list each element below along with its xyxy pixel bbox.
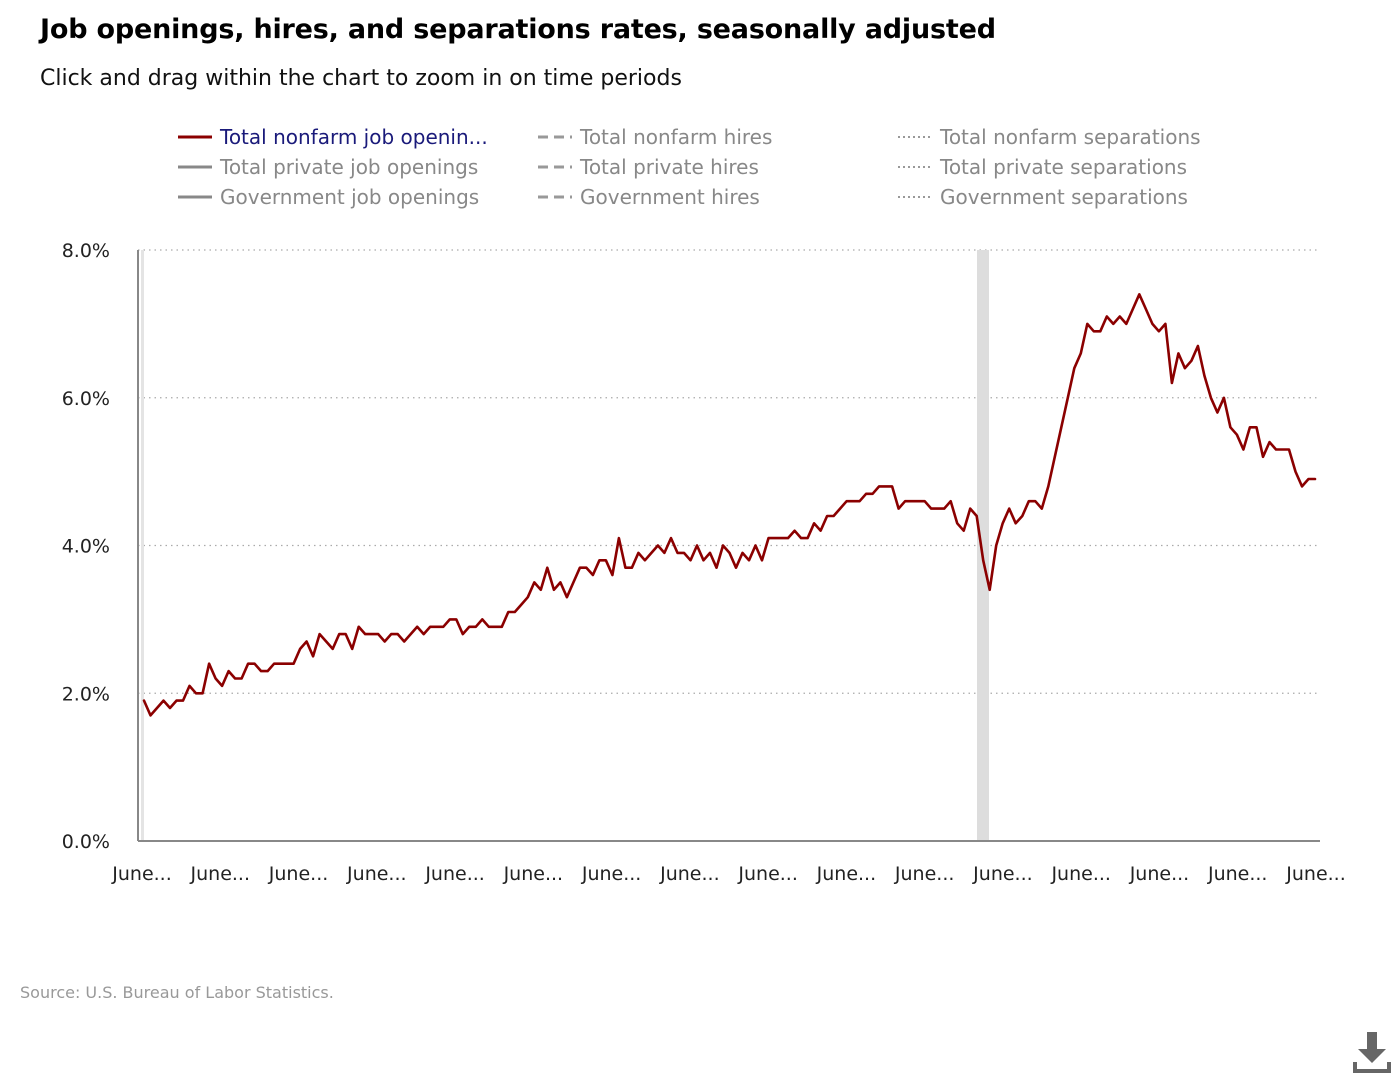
gridlines — [138, 249, 1320, 694]
legend-item-5[interactable]: Total private hires — [538, 154, 759, 180]
legend-item-2[interactable]: Total nonfarm hires — [538, 124, 772, 150]
legend-label: Total private job openings — [220, 155, 479, 179]
chart-title: Job openings, hires, and separations rat… — [40, 14, 996, 45]
recession-shading — [141, 250, 989, 841]
x-axis-ticks: June... June... June... June... June... June.… — [111, 863, 1346, 885]
x-tick-label: June... — [1050, 863, 1111, 885]
x-tick-label: June... — [816, 863, 877, 885]
x-tick-label: June... — [1129, 863, 1190, 885]
x-tick-label: June... — [268, 863, 329, 885]
legend-item-6[interactable]: Total private separations — [898, 154, 1187, 180]
x-tick-label: June... — [111, 863, 172, 885]
series-lines — [142, 293, 1317, 717]
legend-label: Government job openings — [220, 185, 480, 209]
legend-swatch-icon — [178, 195, 212, 199]
legend-label: Total nonfarm job openin... — [220, 125, 488, 149]
legend-swatch-icon — [898, 166, 932, 168]
legend-label: Total private hires — [580, 155, 759, 179]
legend-label: Total nonfarm hires — [580, 125, 773, 149]
x-tick-label: June... — [346, 863, 407, 885]
legend: Total nonfarm job openin... Total nonfarm… — [0, 0, 1400, 220]
x-tick-label: June... — [190, 863, 251, 885]
legend-swatch-icon — [898, 196, 932, 198]
source-note: Source: U.S. Bureau of Labor Statistics. — [20, 983, 334, 1002]
legend-label: Government hires — [580, 185, 760, 209]
chart-subtitle: Click and drag within the chart to zoom … — [40, 66, 682, 91]
x-tick-label: June... — [737, 863, 798, 885]
x-tick-label: June... — [894, 863, 955, 885]
legend-label: Total nonfarm separations — [940, 125, 1201, 149]
y-tick-label: 6.0% — [62, 388, 110, 410]
x-tick-label: June... — [581, 863, 642, 885]
axes — [137, 250, 1320, 842]
x-tick-label: June... — [1207, 863, 1268, 885]
legend-swatch-icon — [178, 135, 212, 139]
recession-band — [141, 250, 144, 841]
legend-label: Government separations — [940, 185, 1188, 209]
x-tick-label: June... — [424, 863, 485, 885]
y-tick-label: 8.0% — [62, 240, 110, 262]
x-tick-label: June... — [503, 863, 564, 885]
legend-swatch-icon — [538, 135, 572, 139]
download-icon[interactable] — [1352, 1030, 1392, 1074]
recession-band — [977, 250, 989, 841]
y-tick-label: 4.0% — [62, 536, 110, 558]
legend-item-3[interactable]: Total nonfarm separations — [898, 124, 1201, 150]
legend-swatch-icon — [898, 136, 932, 138]
legend-item-9[interactable]: Government separations — [898, 184, 1188, 210]
legend-swatch-icon — [538, 165, 572, 169]
legend-swatch-icon — [538, 195, 572, 199]
x-tick-label: June... — [659, 863, 720, 885]
legend-item-8[interactable]: Government hires — [538, 184, 760, 210]
x-tick-label: June... — [972, 863, 1033, 885]
legend-item-4[interactable]: Total private job openings — [178, 154, 478, 180]
legend-label: Total private separations — [940, 155, 1188, 179]
series-line-1[interactable] — [142, 293, 1317, 717]
line-chart[interactable]: 0.0%2.0%4.0%6.0%8.0% June... June... June.… — [0, 0, 1400, 960]
legend-item-1[interactable]: Total nonfarm job openin... — [178, 124, 488, 150]
legend-item-7[interactable]: Government job openings — [178, 184, 479, 210]
y-tick-label: 0.0% — [62, 831, 110, 853]
y-tick-label: 2.0% — [62, 683, 110, 705]
y-axis-ticks: 0.0% 2.0% 4.0% 6.0% 8.0% — [62, 240, 110, 853]
x-tick-label: June... — [1285, 863, 1346, 885]
legend-swatch-icon — [178, 165, 212, 169]
